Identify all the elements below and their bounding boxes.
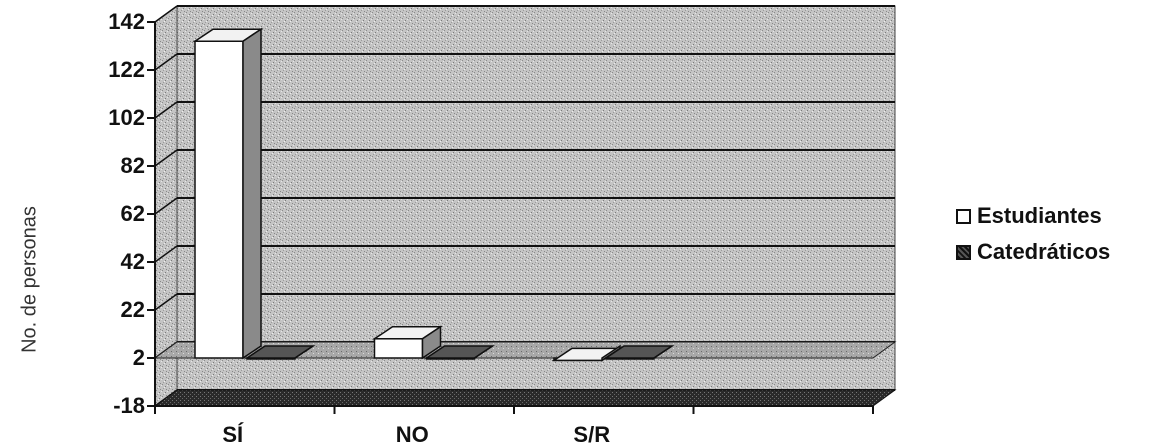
bars (192, 27, 675, 362)
y-tick-label: 102 (108, 105, 145, 130)
legend-swatch-catedraticos (956, 244, 971, 260)
legend-swatch-estudiantes (956, 208, 971, 224)
y-tick-label: 82 (121, 153, 145, 178)
bar-side (294, 345, 314, 359)
y-axis-title: No. de personas (18, 206, 41, 353)
gridline-side (154, 101, 178, 119)
bar-side (421, 325, 442, 360)
bar-front (194, 40, 244, 359)
y-tick-label: 42 (121, 249, 145, 274)
legend-item-catedraticos: Catedráticos (956, 234, 1150, 270)
gridline-side (154, 53, 178, 71)
bar-0-0 (192, 27, 264, 360)
y-tick-label: 62 (121, 201, 145, 226)
gridline-side (154, 5, 178, 23)
legend-label-catedraticos: Catedráticos (977, 239, 1111, 264)
gridline-side (154, 293, 178, 311)
gridline-side (154, 197, 178, 215)
bottom-floor (153, 389, 897, 407)
legend-label-estudiantes: Estudiantes (977, 203, 1102, 228)
bar-1-2 (603, 345, 675, 360)
y-axis (147, 21, 156, 407)
bar-0-2 (551, 344, 623, 362)
x-tick-label-2: S/R (573, 422, 610, 447)
y-tick-label: 22 (121, 297, 145, 322)
x-tick-labels: SÍ NO S/R (222, 422, 610, 447)
bar-1-0 (244, 345, 316, 360)
bar-side (653, 345, 673, 359)
y-tick-label: 122 (108, 57, 145, 82)
x-tick-label-0: SÍ (222, 422, 244, 447)
plot-floor (153, 341, 897, 414)
bar-1-1 (424, 345, 495, 360)
legend: Estudiantes Catedráticos (956, 198, 1150, 270)
x-tick-label-1: NO (396, 422, 429, 447)
gridline-side (154, 245, 178, 263)
bar-side (474, 345, 493, 359)
bar-0-1 (372, 325, 443, 360)
y-tick-label: 142 (108, 9, 145, 34)
bar-side (242, 27, 262, 360)
y-tick-label: -18 (113, 393, 145, 418)
bar-front (373, 338, 424, 359)
legend-item-estudiantes: Estudiantes (956, 198, 1150, 234)
y-tick-label: 2 (133, 345, 145, 370)
gridline-side (154, 149, 178, 167)
